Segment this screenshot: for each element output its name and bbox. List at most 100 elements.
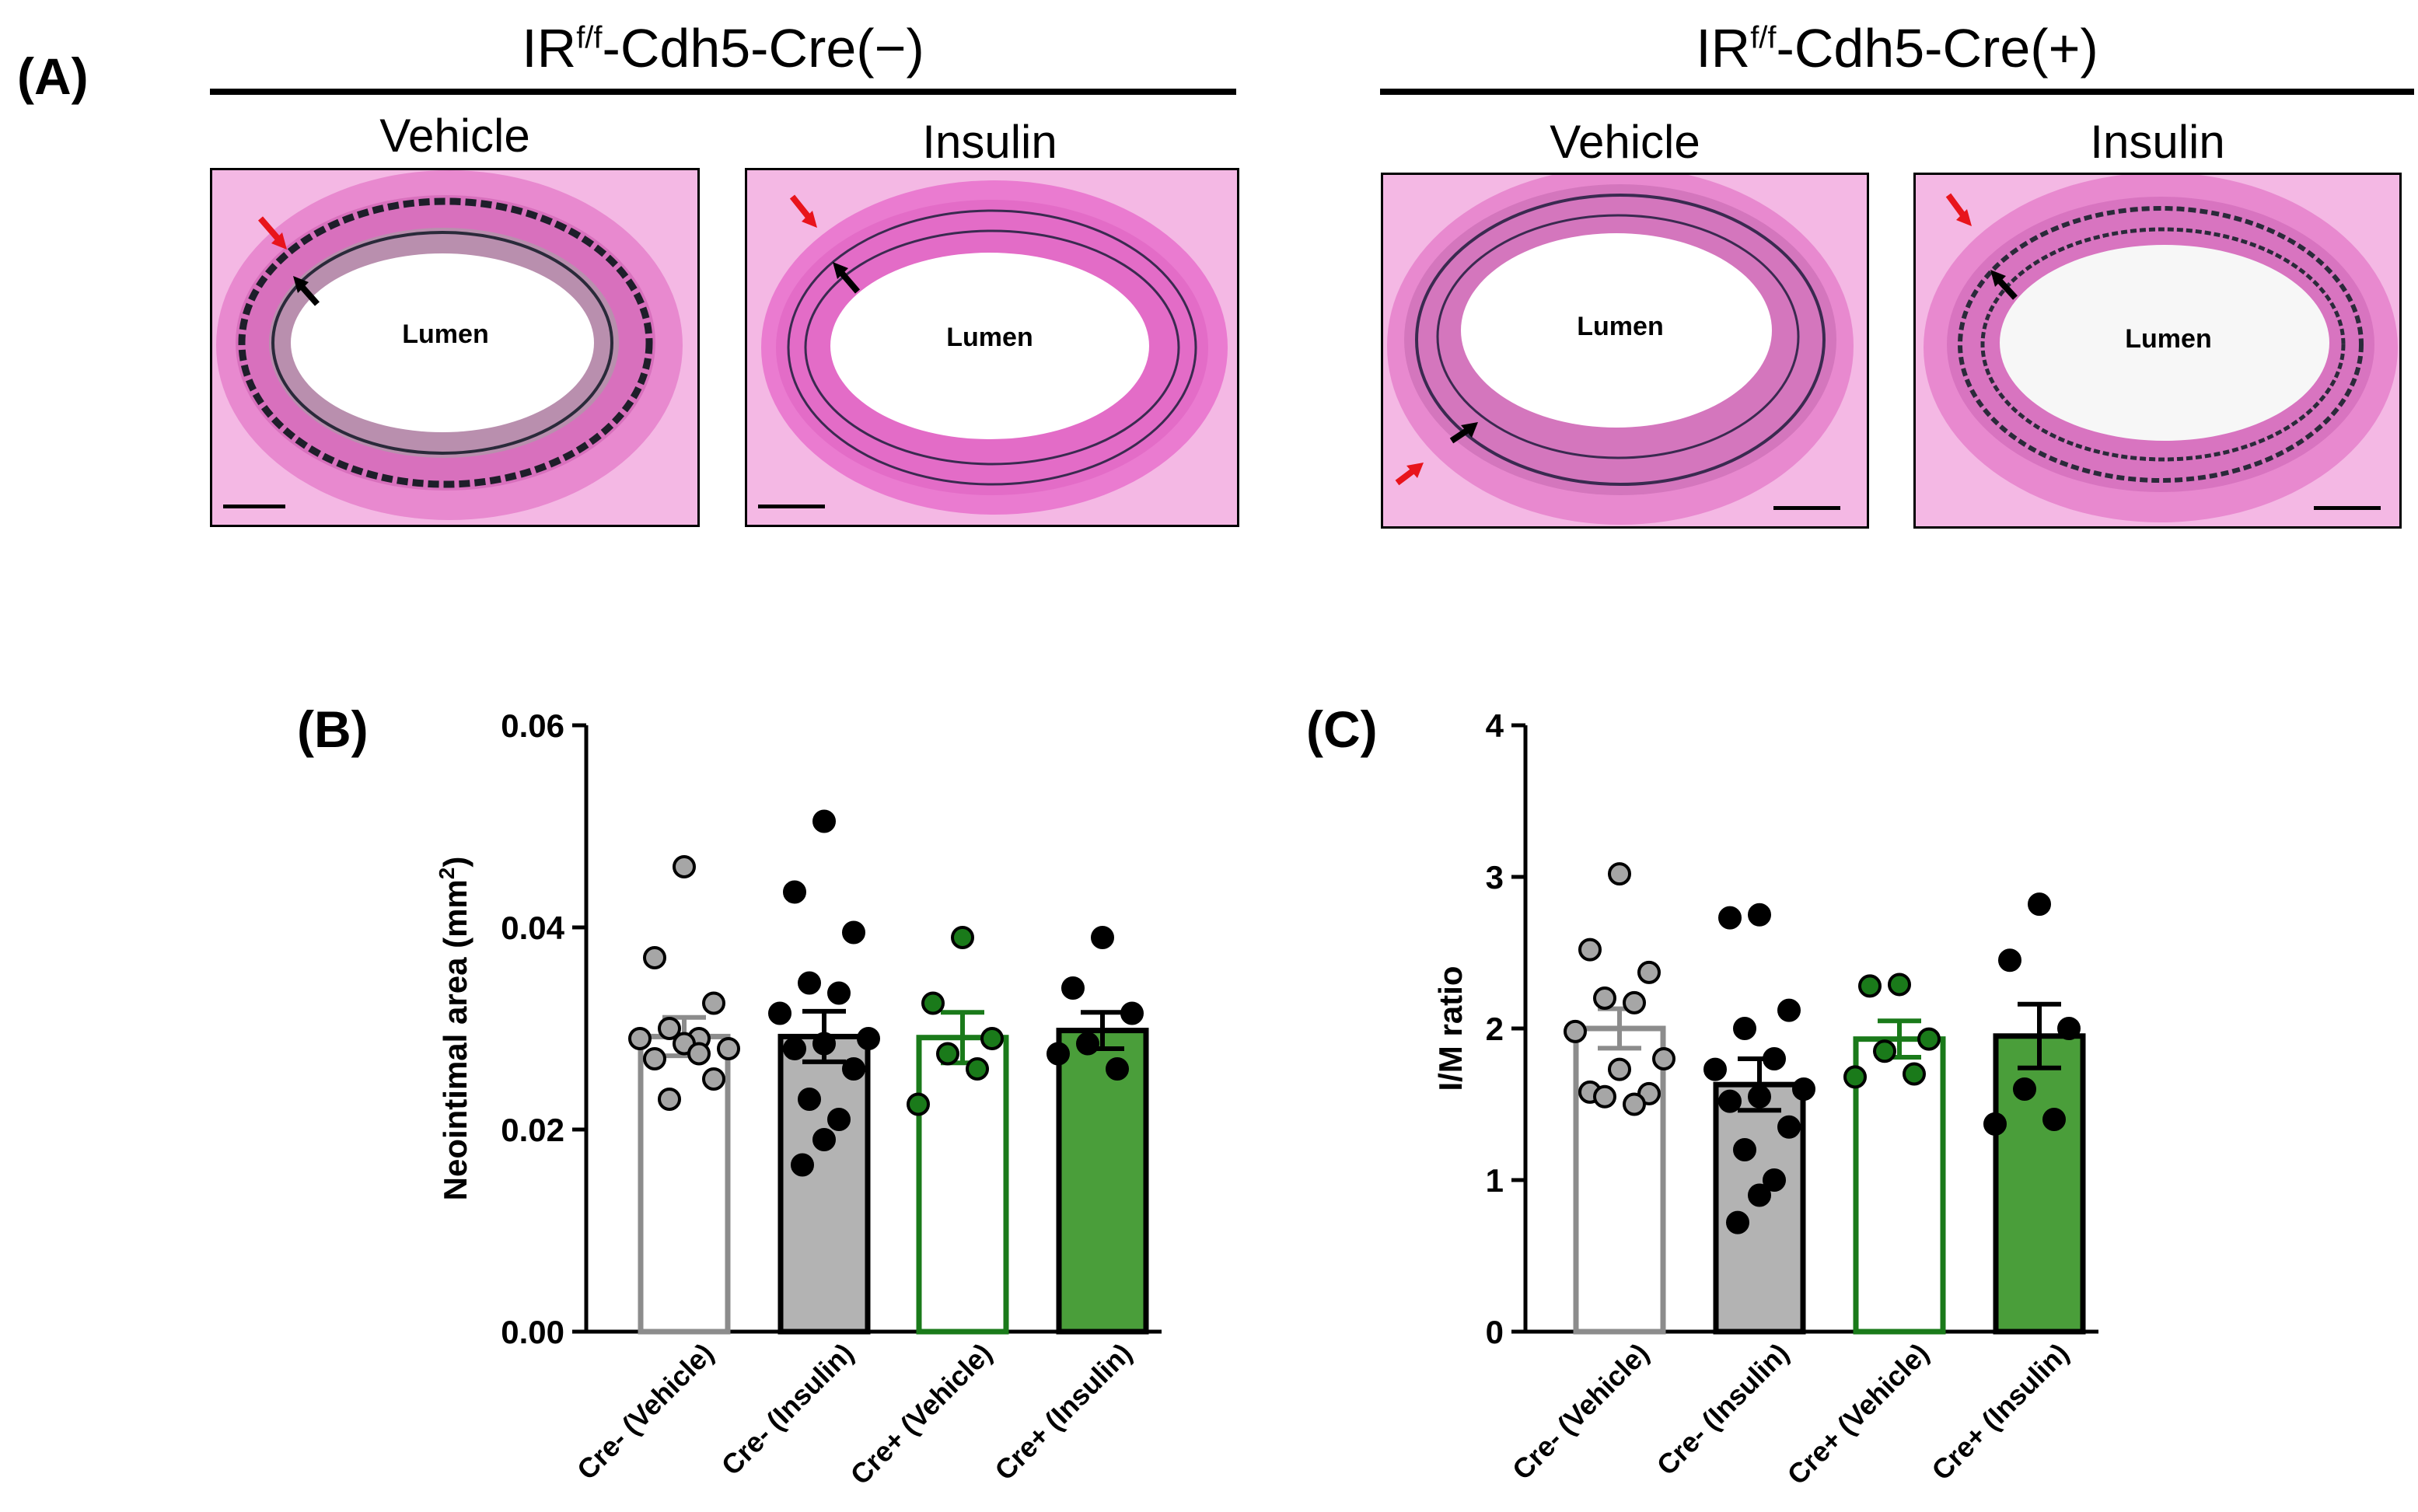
group-title-sup: f/f <box>1750 20 1777 55</box>
data-point <box>1593 1084 1616 1109</box>
data-point <box>1748 1084 1771 1109</box>
y-tick-label: 0.00 <box>501 1314 564 1350</box>
data-point <box>1917 1027 1941 1051</box>
bar <box>1993 1033 2086 1335</box>
data-point <box>907 1092 930 1116</box>
data-point <box>717 1037 740 1060</box>
data-point <box>2028 892 2051 917</box>
internal-elastic-lamina <box>271 231 613 455</box>
data-point <box>783 880 806 904</box>
scale-bar <box>758 505 825 508</box>
condition-label-vehicle: Vehicle <box>379 110 530 162</box>
lumen <box>2000 245 2329 441</box>
data-point <box>1076 1032 1099 1056</box>
internal-elastic-lamina <box>804 229 1180 466</box>
category-label: Cre+ (Vehicle) <box>1781 1337 1935 1491</box>
black-arrow-head <box>1461 422 1478 438</box>
bar <box>1056 1028 1149 1335</box>
data-point <box>966 1057 989 1081</box>
data-point <box>827 981 851 1005</box>
bar <box>1853 1036 1946 1335</box>
group-title-cre-positive: IRf/f-Cdh5-Cre(+) <box>1380 17 2414 79</box>
group-underline-cre-negative <box>210 89 1236 95</box>
data-point <box>1608 1057 1631 1081</box>
lumen <box>830 253 1149 439</box>
panel-a-label: (A) <box>17 47 89 105</box>
lumen-label: Lumen <box>1577 312 1663 341</box>
data-point <box>1061 976 1085 1000</box>
data-point <box>1652 1047 1675 1070</box>
data-point <box>1120 1001 1144 1025</box>
data-point <box>921 991 945 1015</box>
data-point <box>1983 1112 2007 1136</box>
data-point <box>658 1088 681 1111</box>
y-tick-label: 0.04 <box>501 910 564 946</box>
micrograph-cre-positive-insulin: Lumen <box>1913 173 2402 529</box>
data-point <box>643 1047 666 1070</box>
group-underline-cre-positive <box>1380 89 2414 95</box>
condition-label-insulin: Insulin <box>922 116 1057 168</box>
data-point <box>1726 1210 1749 1234</box>
red-arrow-head <box>1956 209 1972 226</box>
data-point <box>628 1027 652 1050</box>
category-label: Cre- (Insulin) <box>1651 1337 1795 1482</box>
data-point <box>1777 998 1801 1022</box>
y-tick-label: 0.02 <box>501 1112 564 1148</box>
data-point <box>1792 1077 1815 1101</box>
data-point <box>1593 986 1616 1010</box>
external-elastic-lamina <box>1958 206 2364 483</box>
condition-label-insulin: Insulin <box>2090 116 2225 168</box>
red-arrow-head <box>271 232 287 250</box>
red-arrow-head <box>1406 463 1424 478</box>
group-title-main: IR <box>522 18 577 79</box>
data-point <box>658 1017 681 1040</box>
data-point <box>980 1027 1004 1050</box>
data-point <box>643 946 666 969</box>
data-point <box>1718 1089 1742 1113</box>
data-point <box>1843 1065 1867 1089</box>
micrograph-cre-negative-insulin: Lumen <box>745 168 1239 527</box>
micrograph-cre-negative-vehicle: Lumen <box>210 168 700 527</box>
data-point <box>827 1108 851 1131</box>
group-title-main: IR <box>1696 18 1751 79</box>
external-elastic-lamina <box>238 197 653 488</box>
data-point <box>702 991 725 1015</box>
data-point <box>1718 906 1742 930</box>
data-point <box>798 971 821 995</box>
data-point <box>1748 903 1771 927</box>
data-point <box>1763 1168 1786 1192</box>
data-point <box>857 1027 880 1050</box>
data-point <box>1998 948 2021 972</box>
data-point <box>1564 1019 1587 1043</box>
y-tick-label: 0 <box>1486 1314 1504 1350</box>
data-point <box>2042 1108 2066 1131</box>
y-axis-label-close: ) <box>437 857 473 868</box>
external-elastic-lamina <box>1415 194 1826 486</box>
scale-bar <box>1773 506 1840 510</box>
data-point <box>673 855 696 878</box>
y-tick-label: 1 <box>1486 1162 1504 1199</box>
data-point <box>783 1037 806 1060</box>
data-point <box>1888 972 1911 997</box>
data-point <box>1091 926 1114 949</box>
data-point <box>812 1128 836 1151</box>
data-point <box>1903 1062 1926 1086</box>
y-axis-label-text: I/M ratio <box>1432 966 1469 1091</box>
lumen-label: Lumen <box>946 323 1033 352</box>
scale-bar <box>223 505 285 508</box>
data-point <box>1733 1138 1756 1161</box>
data-point <box>702 1067 725 1091</box>
data-point <box>1623 1092 1646 1116</box>
y-tick-label: 2 <box>1486 1011 1504 1047</box>
data-point <box>798 1088 821 1111</box>
y-axis-label: Neointimal area (mm2) <box>435 857 473 1201</box>
micrograph-cre-positive-vehicle: Lumen <box>1381 173 1869 529</box>
group-title-rest: -Cdh5-Cre(+) <box>1776 18 2098 79</box>
group-title-rest: -Cdh5-Cre(−) <box>602 18 924 79</box>
group-title-cre-negative: IRf/f-Cdh5-Cre(−) <box>210 17 1236 79</box>
panel-b-label: (B) <box>297 700 369 758</box>
data-point <box>812 809 836 833</box>
scale-bar <box>2314 506 2381 510</box>
